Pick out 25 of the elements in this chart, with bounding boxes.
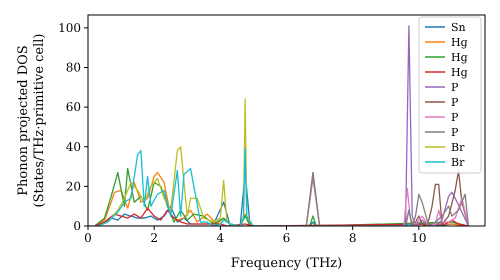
legend-label: P — [451, 126, 459, 139]
y-tick-label: 80 — [66, 60, 81, 74]
x-tick-label: 6 — [282, 231, 290, 245]
y-tick-label: 0 — [73, 219, 81, 233]
x-axis-title: Frequency (THz) — [230, 256, 342, 271]
legend-label: P — [451, 96, 459, 109]
legend-label: Br — [451, 141, 466, 154]
y-tick-label: 40 — [66, 140, 81, 154]
legend-label: P — [451, 81, 459, 94]
legend-label: P — [451, 111, 459, 124]
x-tick-label: 4 — [216, 231, 225, 245]
legend-label: Hg — [451, 66, 468, 79]
legend-label: Hg — [451, 36, 468, 49]
y-tick-label: 20 — [66, 179, 81, 194]
legend-label: Br — [451, 156, 466, 169]
legend-label: Hg — [451, 51, 468, 64]
y-axis-title: Phonon projected DOS (States/THz·primitive cell) — [16, 33, 47, 208]
x-tick-label: 2 — [150, 231, 158, 245]
y-tick-label: 100 — [58, 20, 81, 35]
y-tick-label: 60 — [66, 100, 81, 114]
x-tick-label: 0 — [84, 231, 92, 245]
x-tick-label: 8 — [348, 231, 356, 245]
line-series — [94, 208, 470, 226]
x-tick-label: 10 — [411, 231, 426, 245]
legend-label: Sn — [451, 21, 466, 34]
